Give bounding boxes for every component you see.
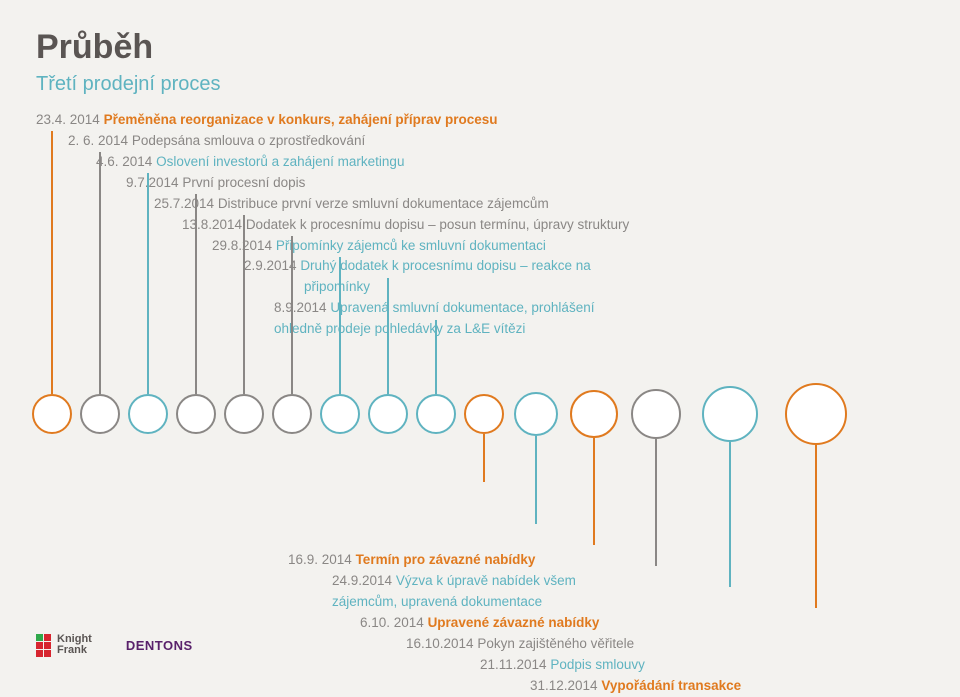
event-text: Vypořádání transakce [601,678,741,693]
kf-square [36,650,43,657]
timeline-node [272,394,312,434]
event-text: Oslovení investorů a zahájení marketingu [156,154,404,169]
event-date: 13.8.2014 [182,217,246,232]
connector-line [593,438,595,545]
timeline-node [631,389,681,439]
events-bottom: 16.9. 2014 Termín pro závazné nabídky24.… [36,550,924,696]
timeline-event: připomínky [36,277,924,298]
page-title: Průběh [36,28,924,67]
event-text: Výzva k úpravě nabídek všem [396,573,576,588]
timeline-event: 13.8.2014 Dodatek k procesnímu dopisu – … [36,215,924,236]
timeline-node [80,394,120,434]
timeline-node [416,394,456,434]
event-text: Podpis smlouvy [550,657,645,672]
timeline-event: 16.9. 2014 Termín pro závazné nabídky [36,550,924,571]
event-date: 9.7.2014 [126,175,182,190]
event-date: 25.7.2014 [154,196,218,211]
event-date: 21.11.2014 [480,657,550,672]
timeline-event: zájemcům, upravená dokumentace [36,592,924,613]
connector-line [655,439,657,566]
event-text: Upravené závazné nabídky [428,615,600,630]
event-date: 31.12.2014 [530,678,601,693]
event-text: Pokyn zajištěného věřitele [477,636,634,651]
timeline-event: ohledně prodeje pohledávky za L&E vítězi [36,319,924,340]
event-date: 2. 6. 2014 [68,133,132,148]
event-text: Dodatek k procesnímu dopisu – posun term… [246,217,629,232]
connector-line [435,320,437,394]
connector-line [483,434,485,482]
event-date: 24.9.2014 [332,573,396,588]
kf-square [36,642,43,649]
timeline-event: 2. 6. 2014 Podepsána smlouva o zprostřed… [36,131,924,152]
timeline-event: 9.7.2014 První procesní dopis [36,173,924,194]
timeline-event: 4.6. 2014 Oslovení investorů a zahájení … [36,152,924,173]
event-text: Termín pro závazné nabídky [356,552,536,567]
connector-line [99,152,101,394]
connector-line [147,173,149,394]
event-date: 16.9. 2014 [288,552,356,567]
timeline-node [464,394,504,434]
event-date: 16.10.2014 [406,636,477,651]
timeline-event: 6.10. 2014 Upravené závazné nabídky [36,613,924,634]
timeline-node [224,394,264,434]
event-text: Druhý dodatek k procesnímu dopisu – reak… [300,258,590,273]
events-top: 23.4. 2014 Přeměněna reorganizace v konk… [36,110,924,340]
timeline-node [32,394,72,434]
event-date: 4.6. 2014 [96,154,156,169]
event-text: připomínky [304,279,370,294]
timeline-node [570,390,618,438]
timeline-node [368,394,408,434]
timeline-node [320,394,360,434]
timeline-event: 21.11.2014 Podpis smlouvy [36,655,924,676]
knight-frank-logo: Knight Frank [36,634,92,657]
connector-line [535,436,537,524]
kf-square [44,650,51,657]
kf-square [36,634,43,641]
event-text: Distribuce první verze smluvní dokumenta… [218,196,549,211]
timeline-node [176,394,216,434]
page: Průběh Třetí prodejní proces 23.4. 2014 … [0,0,960,679]
event-text: ohledně prodeje pohledávky za L&E vítězi [274,321,525,336]
event-text: První procesní dopis [182,175,305,190]
connector-line [195,194,197,394]
timeline-event: 25.7.2014 Distribuce první verze smluvní… [36,194,924,215]
event-date: 6.10. 2014 [360,615,428,630]
connector-line [291,236,293,394]
event-text: Podepsána smlouva o zprostředkování [132,133,365,148]
footer-logos: Knight Frank DENTONS [36,634,193,657]
connector-line [339,257,341,394]
event-text: zájemcům, upravená dokumentace [332,594,542,609]
kf-square [44,642,51,649]
connector-line [243,215,245,394]
event-date: 23.4. 2014 [36,112,104,127]
page-subtitle: Třetí prodejní proces [36,73,924,96]
event-date: 8.9.2014 [274,300,330,315]
event-text: Připomínky zájemců ke smluvní dokumentac… [276,238,546,253]
timeline-event: 23.4. 2014 Přeměněna reorganizace v konk… [36,110,924,131]
timeline-event: 29.8.2014 Připomínky zájemců ke smluvní … [36,236,924,257]
connector-line [815,445,817,608]
timeline [0,392,960,436]
timeline-event: 2.9.2014 Druhý dodatek k procesnímu dopi… [36,256,924,277]
timeline-event: 8.9.2014 Upravená smluvní dokumentace, p… [36,298,924,319]
event-text: Upravená smluvní dokumentace, prohlášení [330,300,594,315]
timeline-node [128,394,168,434]
kf-grid-icon [36,634,51,657]
timeline-node [785,383,847,445]
connector-line [51,131,53,394]
event-text: Přeměněna reorganizace v konkurs, zaháje… [104,112,498,127]
kf-text: Knight Frank [57,634,92,657]
kf-line2: Frank [57,645,92,657]
timeline-node [514,392,558,436]
timeline-event: 24.9.2014 Výzva k úpravě nabídek všem [36,571,924,592]
connector-line [729,442,731,587]
dentons-logo: DENTONS [126,638,193,653]
connector-line [387,278,389,394]
timeline-node [702,386,758,442]
kf-square [44,634,51,641]
